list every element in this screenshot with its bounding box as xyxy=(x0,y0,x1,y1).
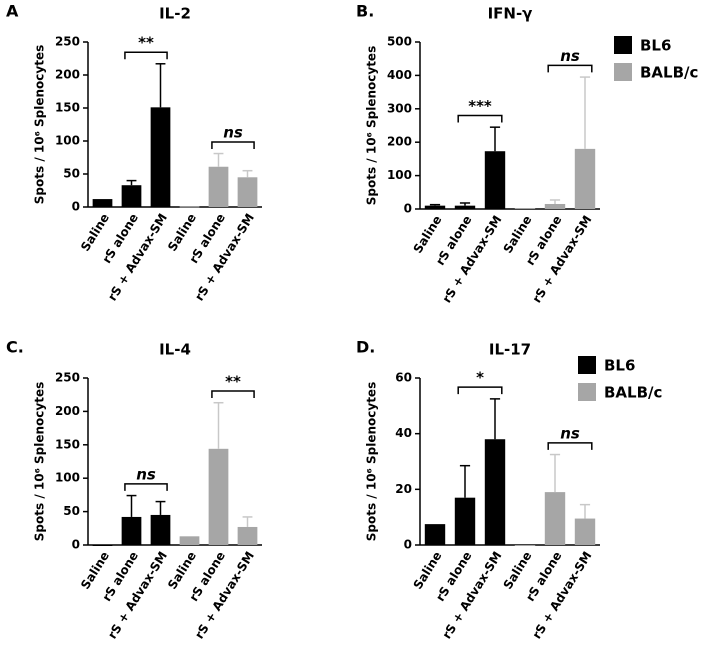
legend-swatch xyxy=(578,356,596,374)
bar xyxy=(92,199,113,207)
bar xyxy=(544,203,566,209)
bar xyxy=(454,205,476,209)
bar xyxy=(92,545,113,546)
bar xyxy=(424,524,446,545)
y-tick-label: 100 xyxy=(387,168,412,182)
significance-label: ** xyxy=(225,373,241,391)
significance-bracket xyxy=(457,114,503,123)
legend-swatch xyxy=(578,383,596,401)
panel-label: A xyxy=(6,2,19,21)
bar xyxy=(544,492,566,545)
y-tick-label: 400 xyxy=(387,68,412,82)
y-tick-label: 250 xyxy=(55,35,80,49)
bar xyxy=(208,448,229,545)
y-tick-label: 500 xyxy=(387,35,412,49)
y-tick-label: 20 xyxy=(395,482,412,496)
y-tick-label: 250 xyxy=(55,371,80,385)
chart-title: IL-2 xyxy=(159,5,191,23)
bar xyxy=(150,514,171,545)
y-axis-label: Spots / 10⁶ Splenocytes xyxy=(33,382,47,541)
bar xyxy=(574,148,596,209)
bar xyxy=(121,516,142,545)
chart-title: IFN-γ xyxy=(488,5,533,23)
y-tick-label: 0 xyxy=(404,538,412,552)
bar xyxy=(484,151,506,209)
significance-bracket xyxy=(211,390,255,399)
y-tick-label: 0 xyxy=(404,202,412,216)
significance-bracket xyxy=(547,64,593,73)
legend-swatch xyxy=(614,63,632,81)
y-tick-label: 100 xyxy=(55,134,80,148)
bar xyxy=(454,497,476,545)
significance-label: ns xyxy=(560,424,580,442)
y-axis-label: Spots / 10⁶ Splenocytes xyxy=(365,382,379,541)
panel-label: B. xyxy=(356,2,374,21)
y-tick-label: 50 xyxy=(63,504,80,518)
y-tick-label: 200 xyxy=(55,404,80,418)
y-tick-label: 60 xyxy=(395,371,412,385)
y-tick-label: 40 xyxy=(395,426,412,440)
significance-bracket xyxy=(457,386,503,395)
y-tick-label: 150 xyxy=(55,437,80,451)
significance-label: *** xyxy=(468,97,492,115)
panel-label: D. xyxy=(356,338,375,357)
y-axis-label: Spots / 10⁶ Splenocytes xyxy=(33,45,47,204)
bar xyxy=(121,185,142,207)
y-tick-label: 0 xyxy=(72,538,80,552)
bar xyxy=(514,207,536,209)
y-tick-label: 300 xyxy=(387,101,412,115)
y-tick-label: 50 xyxy=(63,167,80,181)
bar xyxy=(150,107,171,207)
bar xyxy=(179,536,200,545)
significance-bracket xyxy=(211,141,255,149)
bar xyxy=(574,518,596,545)
chart-title: IL-4 xyxy=(159,341,191,359)
y-tick-label: 150 xyxy=(55,101,80,115)
panel-label: C. xyxy=(6,338,24,357)
y-tick-label: 200 xyxy=(55,68,80,82)
y-tick-label: 0 xyxy=(72,200,80,214)
legend-label: BL6 xyxy=(604,357,635,375)
bar xyxy=(237,177,258,207)
chart-title: IL-17 xyxy=(489,341,531,359)
y-axis-label: Spots / 10⁶ Splenocytes xyxy=(365,46,379,205)
significance-bracket xyxy=(124,483,168,491)
legend-swatch xyxy=(614,36,632,54)
y-tick-label: 200 xyxy=(387,135,412,149)
significance-label: * xyxy=(476,369,484,387)
significance-label: ns xyxy=(560,47,580,65)
significance-bracket xyxy=(124,51,168,60)
bar xyxy=(424,205,446,209)
significance-label: ** xyxy=(138,34,154,52)
bar xyxy=(484,439,506,545)
legend-label: BALB/c xyxy=(640,64,698,82)
significance-label: ns xyxy=(136,465,156,483)
bar xyxy=(179,206,200,208)
legend-label: BL6 xyxy=(640,37,671,55)
y-tick-label: 100 xyxy=(55,471,80,485)
significance-bracket xyxy=(547,442,593,450)
legend-label: BALB/c xyxy=(604,384,662,402)
significance-label: ns xyxy=(223,123,243,141)
bar xyxy=(237,526,258,545)
bar xyxy=(208,166,229,207)
bar xyxy=(514,545,536,546)
